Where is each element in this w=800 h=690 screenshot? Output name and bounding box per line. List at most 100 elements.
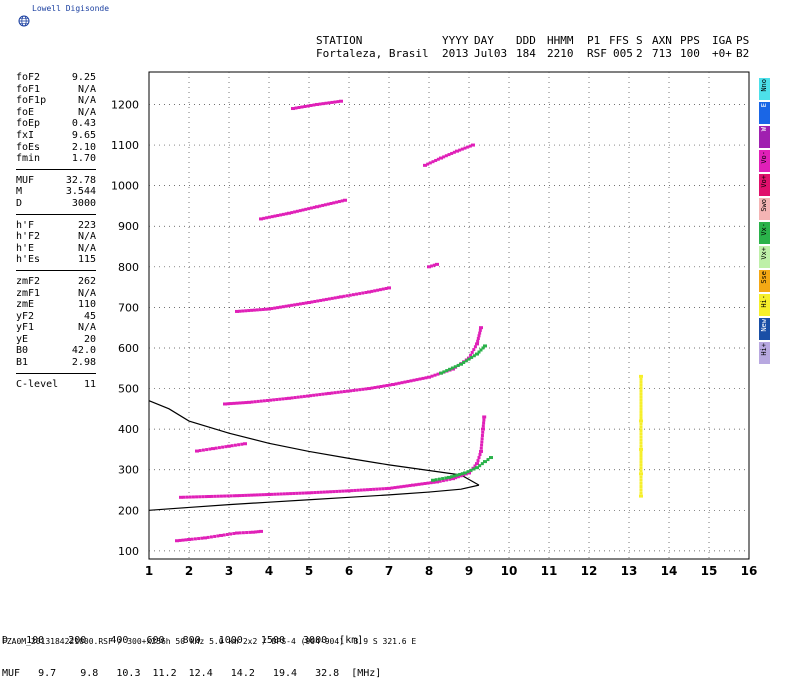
echo-point (232, 494, 236, 498)
echo-point (321, 102, 325, 106)
echo-point (385, 384, 389, 388)
legend-item-w: W (759, 126, 770, 148)
echo-point (400, 381, 404, 385)
header-line2-field-4: 2210 (547, 47, 574, 60)
echo-point (238, 531, 242, 535)
echo-point (284, 212, 288, 216)
echo-point (639, 374, 643, 378)
param-label: h'Es (16, 254, 41, 266)
echo-point (322, 490, 326, 494)
echo-point (261, 493, 265, 497)
echo-point (483, 460, 487, 464)
param-value: N/A (77, 83, 96, 95)
echo-point (269, 398, 273, 402)
param-value: 9.65 (71, 129, 96, 141)
echo-point (217, 446, 221, 450)
echo-point (325, 490, 329, 494)
x-tick-label: 9 (465, 564, 473, 578)
echo-point (270, 215, 274, 219)
echo-point (477, 334, 481, 338)
echo-point (462, 361, 466, 365)
legend-label: New (760, 319, 768, 332)
echo-point (315, 205, 319, 209)
echo-point (434, 478, 438, 482)
echo-point (639, 457, 643, 461)
echo-point (305, 394, 309, 398)
echo-point (259, 399, 263, 403)
legend-item-hi-: Hi+ (759, 342, 770, 364)
echo-point (188, 495, 192, 499)
echo-point (388, 383, 392, 387)
echo-point (244, 401, 248, 405)
param-row: h'E N/A (16, 243, 96, 255)
table-unit: [MHz] (351, 668, 382, 679)
echo-point (447, 475, 451, 479)
echo-point (639, 395, 643, 399)
echo-point (434, 158, 438, 162)
echo-point (241, 401, 245, 405)
echo-point (480, 434, 484, 438)
echo-point (639, 389, 643, 393)
header-line2-field-3: 184 (516, 47, 536, 60)
echo-point (290, 396, 294, 400)
echo-point (639, 450, 643, 454)
echo-point (433, 373, 437, 377)
echo-point (379, 385, 383, 389)
echo-point (329, 201, 333, 205)
echo-point (224, 445, 228, 449)
param-row: zmF1 N/A (16, 288, 96, 300)
muf-distance-table: D 100 200 400 600 800 1000 1500 3000 [km… (2, 613, 381, 690)
distance-row-label: D (2, 635, 9, 646)
echo-point (452, 150, 456, 154)
echo-point (250, 308, 254, 312)
header-line2-field-10: +0+ (712, 47, 732, 60)
echo-point (639, 475, 643, 479)
echo-point (378, 288, 382, 292)
echo-point (364, 291, 368, 295)
echo-point (241, 531, 245, 535)
param-label: fmin (16, 153, 41, 165)
echo-point (426, 481, 430, 485)
echo-point (387, 486, 391, 490)
param-row: MUF 32.78 (16, 175, 96, 187)
echo-point (294, 106, 298, 110)
echo-point (241, 309, 245, 313)
header-line2-field-7: 2 (636, 47, 643, 60)
echo-point (427, 265, 431, 269)
echo-point (226, 494, 230, 498)
echo-point (471, 143, 475, 147)
echo-point (324, 392, 328, 396)
param-label: zmE (16, 299, 35, 311)
echo-point (238, 401, 242, 405)
echo-point (478, 464, 482, 468)
echo-point (201, 495, 205, 499)
echo-point (418, 377, 422, 381)
y-tick-label: 800 (118, 261, 139, 274)
echo-point (232, 401, 236, 405)
echo-point (206, 535, 210, 539)
param-separator (16, 213, 96, 217)
echo-point (267, 307, 271, 311)
echo-point (302, 394, 306, 398)
echo-point (264, 493, 268, 497)
echo-point (458, 472, 462, 476)
polarization-legend: Nno E W Vo- Vo+ Swo Vx- Vx+ Sse Hi- New Hi+ (759, 78, 771, 366)
echo-point (463, 146, 467, 150)
echo-point (303, 104, 307, 108)
echo-point (348, 293, 352, 297)
echo-point (241, 493, 245, 497)
echo-point (293, 210, 297, 214)
echo-point (284, 304, 288, 308)
echo-point (312, 205, 316, 209)
echo-point (343, 198, 347, 202)
echo-point (639, 425, 643, 429)
echo-point (287, 396, 291, 400)
echo-point (479, 348, 483, 352)
echo-point (327, 391, 331, 395)
echo-point (204, 495, 208, 499)
echo-point (356, 488, 360, 492)
param-label: D (16, 197, 23, 209)
echo-point (304, 207, 308, 211)
echo-point (450, 475, 454, 479)
echo-point (435, 262, 439, 266)
